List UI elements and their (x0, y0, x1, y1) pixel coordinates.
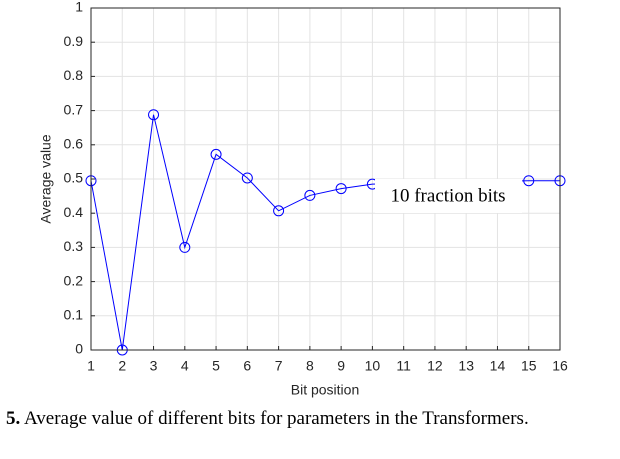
x-axis-label: Bit position (291, 382, 359, 398)
y-tick-label: 0.6 (64, 136, 84, 152)
x-tick-label: 2 (118, 358, 126, 374)
x-tick-label: 15 (521, 358, 537, 374)
y-tick-label: 0 (75, 341, 83, 357)
y-tick-label: 1 (75, 0, 83, 15)
x-tick-label: 7 (275, 358, 283, 374)
x-tick-label: 16 (552, 358, 568, 374)
marker (523, 175, 535, 187)
series-line (90, 114, 560, 351)
y-tick-label: 0.4 (64, 204, 84, 220)
marker (273, 205, 285, 217)
x-tick-label: 9 (337, 358, 345, 374)
y-tick-label: 0.5 (64, 170, 84, 186)
x-tick-label: 8 (306, 358, 314, 374)
y-tick-label: 0.1 (64, 307, 84, 323)
caption: 5. Average value of different bits for p… (6, 408, 529, 429)
y-tick-label: 0.3 (64, 238, 84, 254)
marker (179, 241, 191, 253)
annotation-box (375, 179, 522, 213)
x-tick-label: 5 (212, 358, 220, 374)
marker (335, 183, 347, 195)
y-axis-label: Average value (38, 134, 54, 223)
x-tick-label: 12 (427, 358, 443, 374)
x-tick-label: 10 (365, 358, 381, 374)
axes-box (90, 7, 561, 351)
x-tick-label: 11 (396, 358, 411, 374)
y-tick-label: 0.2 (64, 272, 84, 288)
caption-text: Average value of different bits for para… (24, 408, 529, 429)
marker (210, 148, 222, 160)
x-tick-label: 1 (87, 358, 95, 374)
caption-label: 5. (6, 408, 20, 429)
x-tick-label: 3 (150, 358, 158, 374)
marker (148, 109, 160, 121)
x-tick-label: 14 (490, 358, 506, 374)
marker (241, 172, 253, 184)
y-tick-label: 0.9 (64, 33, 84, 49)
x-tick-label: 13 (458, 358, 474, 374)
x-tick-label: 6 (243, 358, 251, 374)
x-tick-label: 4 (181, 358, 189, 374)
y-tick-label: 0.7 (64, 101, 84, 117)
y-tick-label: 0.8 (64, 67, 84, 83)
marker (304, 189, 316, 201)
annotation: 10 fraction bits (390, 185, 505, 206)
